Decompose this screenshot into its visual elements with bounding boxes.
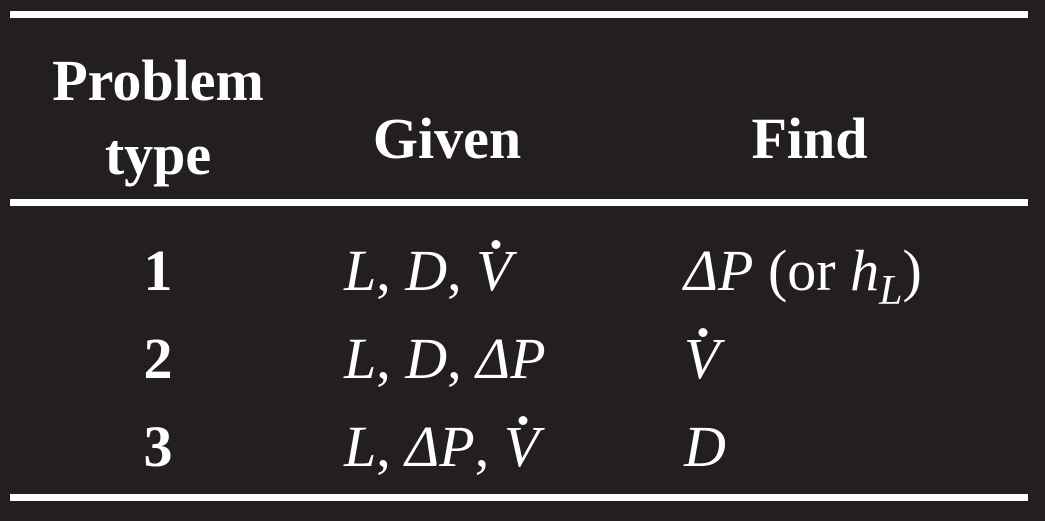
var-L: L	[344, 414, 377, 479]
var-delta-P: ΔP	[405, 414, 475, 479]
var-L: L	[344, 326, 377, 391]
cell-given: L, D, ΔP	[344, 326, 644, 392]
var-delta-P: ΔP	[684, 238, 754, 303]
cell-find: ΔP (or hL)	[684, 238, 1024, 324]
cell-find: D	[684, 414, 1024, 480]
cell-find: V	[684, 326, 1024, 392]
text-or: (or	[753, 238, 851, 303]
table-row: 2 L, D, ΔP V	[0, 326, 1045, 416]
separator: ,	[474, 414, 504, 479]
separator: ,	[447, 238, 477, 303]
var-V-dot: V	[503, 414, 540, 479]
header-find: Find	[751, 106, 868, 171]
var-D: D	[405, 238, 448, 303]
top-rule	[10, 11, 1028, 18]
header-problem-type-line1: Problem	[52, 48, 264, 113]
header-problem-type: Problem type	[38, 44, 278, 192]
var-delta-P: ΔP	[476, 326, 546, 391]
var-V-dot: V	[476, 238, 512, 303]
var-V-dot: V	[684, 326, 720, 391]
table-row: 1 L, D, V ΔP (or hL)	[0, 238, 1045, 328]
close-paren: )	[902, 238, 922, 303]
separator: ,	[376, 326, 406, 391]
cell-problem-type: 3	[143, 414, 173, 479]
var-L: L	[344, 238, 377, 303]
var-h: h	[850, 238, 880, 303]
separator: ,	[376, 238, 406, 303]
bottom-rule	[10, 494, 1028, 501]
subscript-L: L	[879, 268, 903, 314]
var-D: D	[684, 414, 726, 479]
header-rule	[10, 199, 1028, 206]
cell-problem-type: 2	[143, 326, 173, 391]
cell-problem-type: 1	[143, 238, 173, 303]
cell-given: L, ΔP, V	[344, 414, 644, 480]
table-row: 3 L, ΔP, V D	[0, 414, 1045, 504]
var-D: D	[405, 326, 448, 391]
header-given: Given	[372, 106, 522, 171]
separator: ,	[447, 326, 477, 391]
header-problem-type-line2: type	[104, 122, 212, 187]
cell-given: L, D, V	[344, 238, 644, 304]
separator: ,	[376, 414, 406, 479]
